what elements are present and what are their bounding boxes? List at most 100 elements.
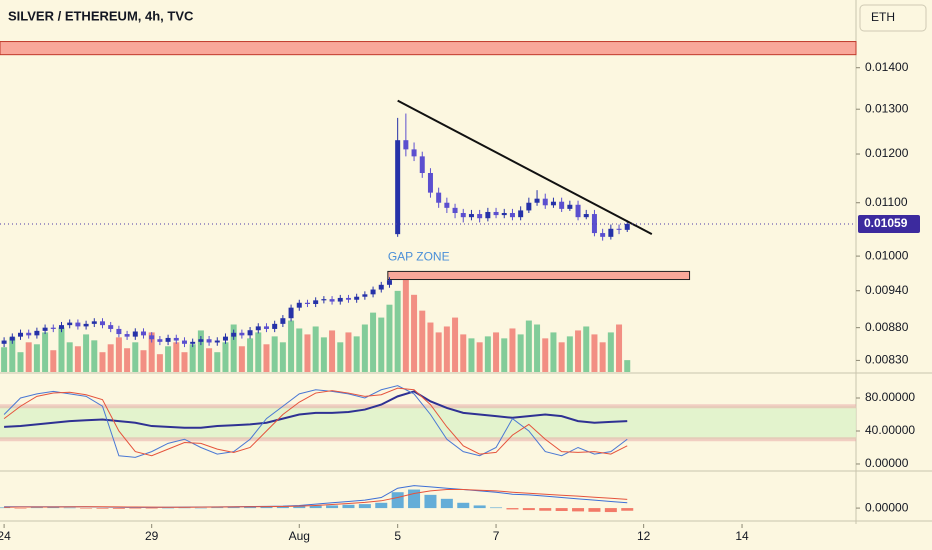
x-tick-label: Aug: [289, 529, 310, 543]
macd-histogram-bar: [162, 507, 175, 509]
volume-bar: [263, 344, 270, 372]
candle-body: [509, 213, 515, 218]
candle-body: [436, 192, 442, 203]
candle-body: [206, 339, 212, 343]
macd-histogram-bar: [309, 505, 322, 509]
candle-body: [370, 289, 376, 295]
volume-bar: [132, 342, 139, 372]
currency-button[interactable]: [859, 4, 927, 32]
volume-bar: [616, 324, 623, 372]
macd-histogram-bar: [588, 508, 601, 512]
volume-bar: [468, 338, 475, 372]
volume-bar: [476, 342, 483, 372]
volume-bar: [304, 334, 311, 372]
volume-bar: [214, 352, 221, 372]
candle-body: [321, 299, 327, 301]
candle-body: [518, 210, 524, 218]
volume-bar: [66, 342, 73, 372]
volume-bar: [361, 324, 368, 372]
volume-bar: [115, 337, 122, 372]
volume-bar: [255, 332, 262, 372]
volume-bar: [320, 337, 327, 372]
volume-bar: [566, 336, 573, 372]
y-tick-label: 0.01300: [865, 101, 909, 115]
candle-body: [272, 323, 278, 329]
oscillator-line: [4, 390, 628, 429]
macd-histogram-bar: [145, 508, 158, 509]
candle-body: [17, 332, 23, 337]
y-tick-label: 0.00000: [865, 456, 909, 470]
volume-bar: [345, 332, 352, 372]
volume-bar: [74, 346, 81, 372]
candle-body: [190, 341, 196, 344]
candle-body: [493, 211, 499, 216]
candle-body: [83, 323, 89, 327]
volume-bar: [427, 322, 434, 372]
volume-bar: [271, 336, 278, 372]
candle-body: [534, 198, 540, 203]
candle-body: [288, 307, 294, 319]
volume-bar: [501, 338, 508, 372]
volume-bar: [509, 328, 516, 372]
volume-bar: [33, 344, 40, 372]
x-tick-label: 24: [0, 529, 11, 543]
candle-body: [337, 297, 343, 302]
y-tick-label: 0.01100: [865, 195, 908, 209]
macd-histogram-bar: [326, 505, 339, 509]
oscillator-line: [3, 387, 628, 457]
macd-histogram-bar: [473, 505, 486, 509]
candle-body: [468, 214, 474, 218]
volume-bar: [583, 326, 590, 372]
candle-body: [345, 297, 351, 300]
candle-body: [304, 302, 310, 304]
candle-body: [214, 340, 220, 343]
oscillator-line: [3, 385, 628, 458]
candle-body: [222, 336, 228, 341]
resistance-zone: [0, 41, 857, 56]
macd-histogram-bar: [14, 508, 27, 509]
candle-body: [296, 302, 302, 308]
macd-histogram-bar: [391, 492, 404, 509]
volume-bar: [329, 330, 336, 372]
x-tick-label: 7: [493, 529, 500, 543]
currency-label[interactable]: ETH: [871, 10, 895, 24]
volume-bar: [156, 354, 163, 372]
x-tick-label: 29: [145, 529, 159, 543]
volume-bar: [525, 320, 532, 372]
macd-histogram-bar: [555, 508, 568, 511]
volume-bar: [124, 348, 131, 372]
macd-histogram-bar: [244, 507, 257, 509]
candle-body: [247, 330, 253, 336]
y-tick-label: 0.01200: [865, 146, 909, 160]
candle-body: [239, 332, 245, 336]
macd-histogram-bar: [47, 507, 60, 509]
candle-body: [165, 337, 171, 342]
volume-bar: [238, 346, 245, 372]
candle-body: [567, 204, 573, 209]
volume-bar: [493, 332, 500, 372]
candle-body: [477, 214, 483, 219]
volume-bar: [452, 317, 459, 372]
volume-bar: [370, 312, 377, 372]
candle-body: [26, 332, 32, 336]
candle-body: [583, 214, 589, 218]
candle-body: [411, 149, 417, 157]
candle-body: [526, 202, 532, 211]
volume-bar: [173, 342, 180, 372]
volume-bar: [378, 317, 385, 372]
candle-body: [198, 339, 204, 342]
volume-bar: [599, 342, 606, 372]
volume-bar: [484, 336, 491, 372]
macd-histogram-bar: [63, 507, 76, 509]
candle-body: [108, 325, 114, 329]
volume-bar: [140, 350, 147, 372]
volume-bar: [181, 352, 188, 372]
candle-body: [42, 327, 48, 331]
candle-body: [231, 332, 237, 337]
candle-body: [559, 201, 565, 209]
volume-bar: [17, 352, 24, 372]
y-tick-label: 0.00880: [865, 320, 909, 334]
candle-body: [99, 321, 105, 326]
volume-bar: [591, 334, 598, 372]
